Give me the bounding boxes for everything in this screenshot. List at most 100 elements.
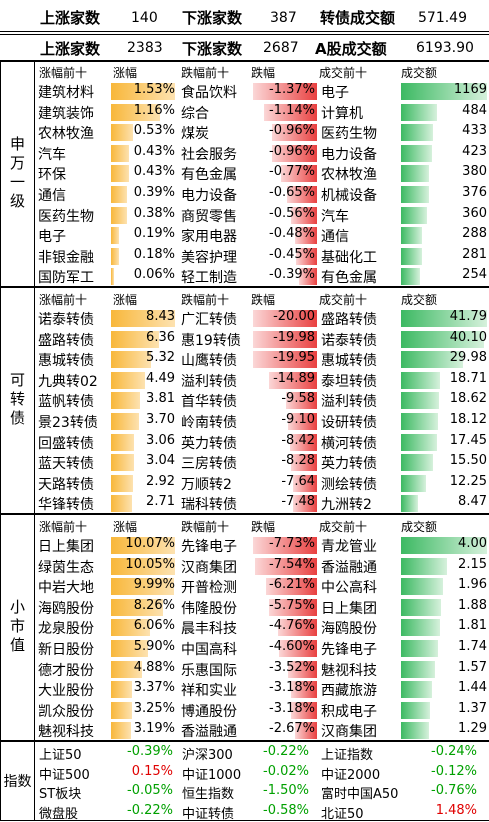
index-row: 上证50 -0.39% 沪深300 -0.22% 上证指数 -0.24% xyxy=(1,742,489,763)
gain-stock-name: 大业股份 xyxy=(38,683,94,700)
gain-value: 0.18% xyxy=(133,246,175,262)
table-row: 天路转债 2.92 万顺转2 -7.64 测绘转债 12.25 xyxy=(35,473,489,494)
amount-value: 376 xyxy=(462,185,487,200)
gain-bar xyxy=(111,103,160,121)
gain-value: 5.90% xyxy=(133,639,175,654)
gain-stock-name: 九典转02 xyxy=(38,373,98,390)
amount-stock-name: 积成电子 xyxy=(321,703,377,720)
amount-value: 360 xyxy=(462,205,487,221)
gain-bar xyxy=(111,660,142,678)
loss-bar xyxy=(253,310,317,327)
amount-value: 1.88 xyxy=(458,597,487,613)
loss-value: -0.39% xyxy=(269,267,315,283)
gain-bar xyxy=(111,537,175,554)
loss-bar xyxy=(269,598,317,616)
loss-bar xyxy=(287,413,317,430)
amount-value: 484 xyxy=(462,102,487,118)
amount-stock-name: 计算机 xyxy=(321,105,363,122)
loss-bar xyxy=(290,206,317,224)
loss-bar xyxy=(294,722,317,740)
amount-value: 40.10 xyxy=(449,329,487,345)
loss-stock-name: 综合 xyxy=(181,105,209,122)
up-count-label: 上涨家数 xyxy=(40,9,101,27)
amount-value: 1.81 xyxy=(458,618,487,634)
table-row: 盛路转债 6.36 惠19转债 -19.98 诺泰转债 40.10 xyxy=(35,329,489,350)
index-change: -1.50% xyxy=(263,783,309,798)
index-change: -0.39% xyxy=(127,744,173,759)
amount-stock-name: 电力设备 xyxy=(321,146,377,163)
loss-header: 跌幅 xyxy=(251,520,276,534)
loss-stock-name: 山鹰转债 xyxy=(181,353,237,370)
loss-bar xyxy=(295,247,317,265)
loss-stock-name: 香溢融通 xyxy=(181,724,237,741)
amount-header: 成交额 xyxy=(401,293,438,307)
amount-stock-name: 通信 xyxy=(321,229,349,246)
gain-stock-name: 国防军工 xyxy=(38,270,94,287)
gain-stock-name: 回盛转债 xyxy=(38,435,94,452)
loss-value: -7.48 xyxy=(281,494,315,510)
loss-header: 跌幅 xyxy=(251,66,276,80)
table-row: 汽车 0.43% 社会服务 -0.96% 电力设备 423 xyxy=(35,143,489,164)
loss-bar xyxy=(290,454,317,472)
turnover-label: A股成交额 xyxy=(315,39,387,58)
gain-stock-name: 电子 xyxy=(38,229,66,246)
index-row: ST板块 -0.05% 恒生指数 -1.50% 富时中国A50 -0.76% xyxy=(1,781,489,802)
amount-bar xyxy=(401,495,419,513)
amount-bar xyxy=(401,578,444,596)
gain-value: 0.43% xyxy=(133,164,175,180)
table-row: 魅视科技 3.19% 香溢融通 -2.67% 汉商集团 1.29 xyxy=(35,720,489,741)
gain-value: 3.81 xyxy=(146,391,175,407)
amount-bar xyxy=(401,371,440,389)
index-section-label: 指数 xyxy=(1,742,35,820)
amount-bar xyxy=(401,392,440,410)
gain-bar xyxy=(111,247,119,265)
amount-value: 1169 xyxy=(453,82,487,97)
loss-stock-name: 三房转债 xyxy=(181,456,237,473)
index-name: 微盘股 xyxy=(39,806,79,822)
section-0: 申万一级 涨幅前十 涨幅 跌幅前十 跌幅 成交前十 成交额 建筑材料 1.53% 食品饮料 -1.3… xyxy=(0,60,489,287)
table-row: 惠城转债 5.32 山鹰转债 -19.95 惠城转债 29.98 xyxy=(35,349,489,370)
section-2: 小市值 涨幅前十 涨幅 跌幅前十 跌幅 成交前十 成交额 日上集团 10.07% 先锋电子 -7.7… xyxy=(0,514,489,741)
loss-stock-name: 中国高科 xyxy=(181,642,237,658)
gain-value: 8.26% xyxy=(133,597,175,613)
gain-bar xyxy=(111,578,175,596)
table-row: 华锋转债 2.71 瑞科转债 -7.48 九洲转2 8.47 xyxy=(35,493,489,514)
loss-bar xyxy=(272,144,317,162)
gain-name-header: 涨幅前十 xyxy=(39,520,88,534)
loss-stock-name: 溢利转债 xyxy=(181,373,237,390)
amount-bar xyxy=(401,165,429,183)
gain-bar xyxy=(111,598,164,616)
gain-value: 3.70 xyxy=(146,412,175,427)
table-row: 蓝天转债 3.04 三房转债 -8.28 英力转债 15.50 xyxy=(35,452,489,473)
index-name: 上证指数 xyxy=(321,748,374,763)
up-count-label: 上涨家数 xyxy=(40,39,101,58)
index-change: -0.76% xyxy=(431,783,477,798)
loss-value: -3.52% xyxy=(269,659,315,675)
amount-stock-name: 有色金属 xyxy=(321,270,377,287)
table-row: 环保 0.43% 有色金属 -0.77% 农林牧渔 380 xyxy=(35,163,489,184)
amount-bar xyxy=(401,186,429,203)
amount-bar xyxy=(401,268,420,286)
amount-stock-name: 农林牧渔 xyxy=(321,167,377,184)
table-row: 通信 0.39% 电力设备 -0.65% 机械设备 376 xyxy=(35,184,489,205)
loss-value: -9.58 xyxy=(281,391,315,407)
summary-row-2: 上涨家数 2383 下涨家数 2687 A股成交额 6193.90 xyxy=(0,34,489,62)
loss-stock-name: 有色金属 xyxy=(181,167,237,184)
amount-bar xyxy=(401,454,433,472)
amount-stock-name: 机械设备 xyxy=(321,188,377,204)
gain-bar xyxy=(111,371,146,389)
loss-bar xyxy=(254,557,317,575)
loss-bar xyxy=(263,103,317,121)
gain-name-header: 涨幅前十 xyxy=(39,293,88,307)
gain-stock-name: 魅视科技 xyxy=(38,724,94,741)
amount-stock-name: 九洲转2 xyxy=(321,497,372,514)
loss-stock-name: 伟隆股份 xyxy=(181,600,237,617)
loss-value: -7.64 xyxy=(281,473,315,489)
gain-bar xyxy=(111,144,129,162)
index-name: 中证转债 xyxy=(182,806,235,822)
gain-value: 6.06% xyxy=(133,618,175,634)
amount-stock-name: 基础化工 xyxy=(321,249,377,266)
loss-bar xyxy=(294,227,317,245)
gain-stock-name: 绿茵生态 xyxy=(38,559,94,576)
amount-stock-name: 惠城转债 xyxy=(321,353,377,370)
